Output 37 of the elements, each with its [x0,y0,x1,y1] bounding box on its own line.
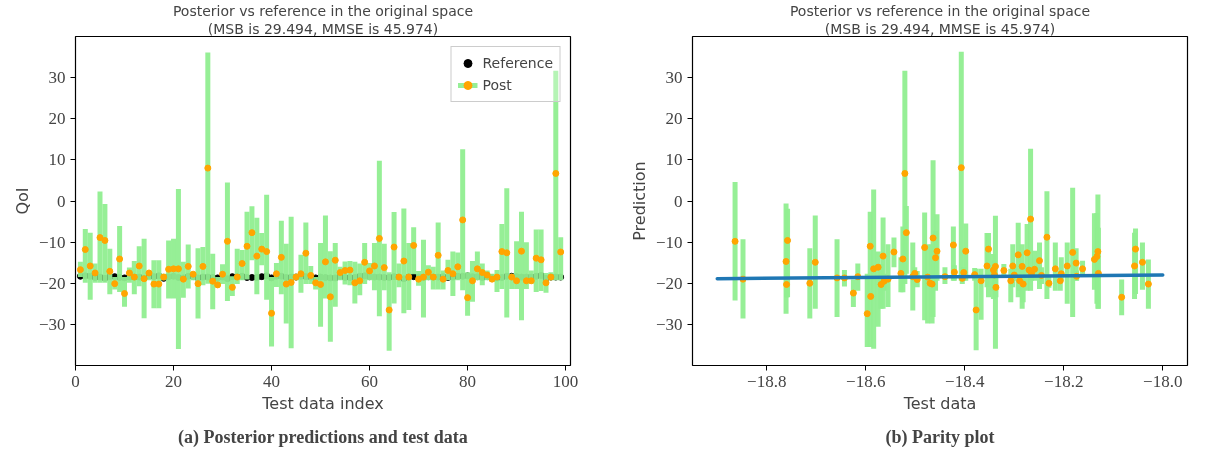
x-tick-label: 40 [263,371,281,391]
chart-subtitle: (MSB is 29.494, MMSE is 45.974) [824,20,1056,37]
y-tick-label: 20 [48,109,66,129]
x-tick-label: 80 [459,371,477,391]
y-tick-label: 0 [674,191,683,211]
x-tick-label: −18.4 [945,371,985,391]
x-tick-label: −18.2 [1044,371,1084,391]
y-tick-label: −10 [655,232,683,252]
x-tick-label: 100 [552,371,579,391]
y-tick-label: 30 [665,68,683,88]
y-tick-label: −20 [655,273,683,293]
y-tick-label: 20 [665,109,683,129]
y-tick-label: 30 [48,68,66,88]
x-tick-label: 20 [165,371,183,391]
y-tick-label: 10 [665,150,683,170]
y-tick-label: −10 [38,232,66,252]
x-axis-title: Test data index [261,393,384,413]
y-tick-label: −30 [655,314,683,334]
y-tick-label: 0 [57,191,66,211]
text: (b) Parity plot [885,426,995,448]
x-tick-label: 0 [71,371,80,391]
legend-label: Post [482,77,512,93]
x-tick-label: −18.6 [846,371,886,391]
chart-subtitle: (MSB is 29.494, MMSE is 45.974) [207,20,439,37]
legend-label: Reference [482,55,553,71]
y-tick-label: −20 [38,273,66,293]
x-tick-label: −18.8 [747,371,787,391]
y-axis-title: QoI [12,187,32,215]
y-tick-label: 10 [48,150,66,170]
x-tick-label: −18.0 [1143,371,1183,391]
x-tick-label: 60 [361,371,379,391]
text: (a) Posterior predictions and test data [177,426,468,448]
chart-title: Posterior vs reference in the original space [789,2,1091,19]
x-axis-title: Test data [902,393,977,413]
chart-title: Posterior vs reference in the original space [172,2,474,19]
y-tick-label: −30 [38,314,66,334]
y-axis-title: Prediction [629,161,649,241]
